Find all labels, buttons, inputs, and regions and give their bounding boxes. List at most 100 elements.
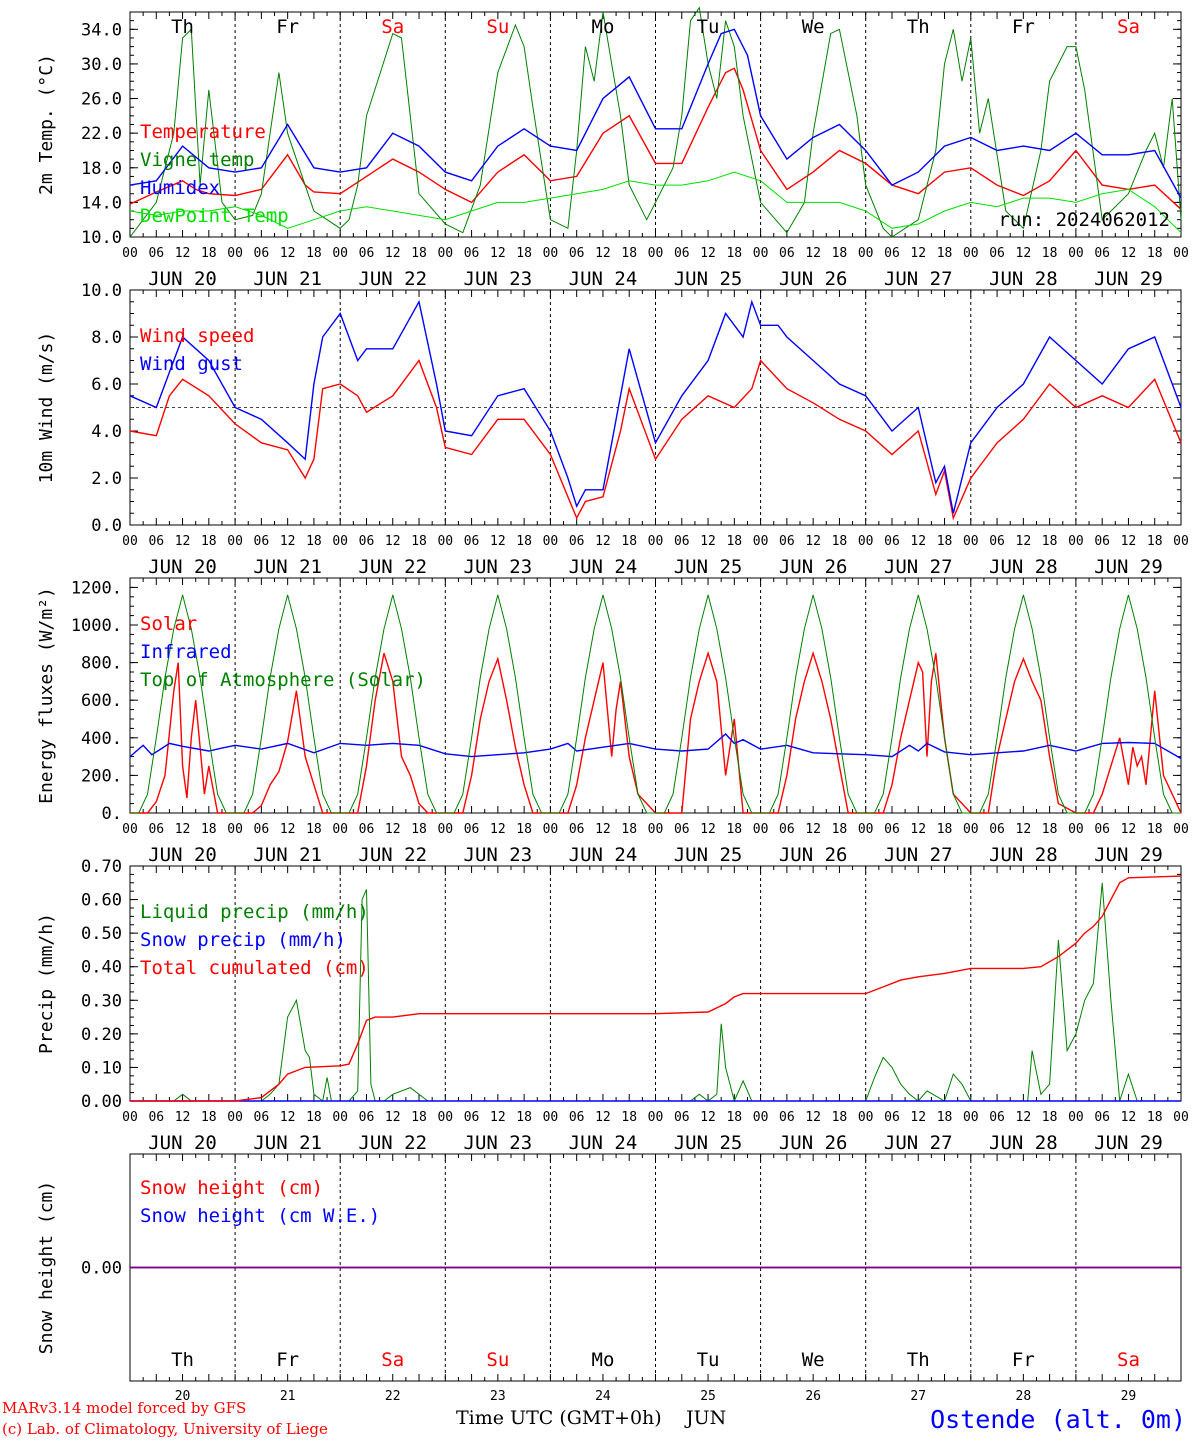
day-number-label: 28 [1016,1389,1032,1404]
hour-tick-label: 00 [543,534,559,549]
hour-tick-label: 00 [332,246,348,261]
day-of-week-label: Fr [276,1349,299,1371]
date-label: JUN 24 [569,556,638,578]
hour-tick-label: 12 [385,246,401,261]
y-tick-label: 0.00 [81,1259,122,1279]
hour-tick-label: 18 [411,246,427,261]
legend-entry: Snow precip (mm/h) [140,929,346,951]
y-tick-label: 6.0 [91,375,122,395]
legend-entry: Snow height (cm) [140,1177,323,1199]
hour-tick-label: 00 [858,534,874,549]
hour-tick-label: 12 [1016,534,1032,549]
hour-tick-label: 18 [832,822,848,837]
hour-tick-label: 06 [464,534,480,549]
hour-tick-label: 12 [385,1110,401,1125]
hour-tick-label: 18 [1147,534,1163,549]
hour-tick-label: 18 [832,246,848,261]
hour-tick-label: 18 [621,246,637,261]
y-axis-label: Precip (mm/h) [36,913,57,1054]
hour-tick-label: 00 [122,1110,138,1125]
date-label: JUN 23 [464,556,533,578]
hour-tick-label: 18 [726,822,742,837]
series-line-temperature [129,67,1182,210]
legend-entry: Temperature [140,121,266,143]
panels-group: 10.0 14.0 18.0 22.0 26.0 30.0 34.0 2m Temp. (°C… [36,6,1189,1404]
series-group [130,875,1182,1103]
series-line-solar [130,650,1182,814]
y-tick-label: 10.0 [81,281,122,301]
hour-tick-label: 00 [753,534,769,549]
hour-tick-label: 00 [753,1110,769,1125]
hour-tick-label: 00 [648,534,664,549]
series-line-liquid-precip-mm-h- [130,882,1181,1103]
hour-tick-label: 00 [227,822,243,837]
run-label: run: 2024062012 [998,209,1170,231]
legend-entry: Wind gust [140,353,243,375]
hour-tick-label: 00 [122,246,138,261]
series-line-total-cumulated-cm- [130,875,1182,1102]
date-label: JUN 22 [358,844,427,866]
hour-tick-label: 12 [1121,246,1137,261]
hour-tick-label: 18 [937,822,953,837]
date-label: JUN 20 [148,844,217,866]
y-tick-label: 0.20 [81,1025,122,1045]
hour-tick-label: 18 [201,246,217,261]
date-label: JUN 27 [884,556,953,578]
hour-tick-label: 12 [1016,246,1032,261]
date-label: JUN 24 [569,268,638,290]
y-tick-label: 1000. [71,616,122,636]
hour-tick-label: 18 [937,534,953,549]
hour-tick-label: 00 [1173,534,1189,549]
date-label: JUN 29 [1094,556,1163,578]
legend-entry: Total cumulated (cm) [140,957,369,979]
hour-tick-label: 12 [700,534,716,549]
hour-tick-label: 06 [254,534,270,549]
y-tick-label: 0.10 [81,1058,122,1078]
hour-tick-label: 00 [963,246,979,261]
y-tick-label: 0.0 [91,516,122,536]
hour-tick-label: 00 [227,246,243,261]
hour-tick-label: 12 [175,822,191,837]
hour-tick-label: 12 [910,534,926,549]
hour-tick-label: 00 [543,1110,559,1125]
hour-tick-label: 00 [437,534,453,549]
day-of-week-label: Th [907,16,930,38]
y-axis-label: Snow height (cm) [36,1181,57,1354]
hour-tick-label: 18 [937,1110,953,1125]
date-label: JUN 22 [358,268,427,290]
hour-tick-label: 00 [963,534,979,549]
y-axis-label: Energy fluxes (W/m²) [36,587,57,804]
y-tick-label: 4.0 [91,422,122,442]
hour-tick-label: 06 [464,246,480,261]
hour-tick-label: 00 [1173,822,1189,837]
hour-tick-label: 18 [937,246,953,261]
legend-entry: Wind speed [140,325,254,347]
y-tick-label: 30.0 [81,55,122,75]
hour-tick-label: 00 [1173,246,1189,261]
panel-4: 0.00 0.10 0.20 0.30 0.40 0.50 0.60 0.70 Precip (… [36,857,1189,1154]
hour-tick-label: 06 [884,534,900,549]
day-of-week-label: Th [171,16,194,38]
day-of-week-label: Fr [276,16,299,38]
hour-tick-label: 18 [516,1110,532,1125]
y-tick-label: 0.00 [81,1092,122,1112]
y-tick-label: 10.0 [81,228,122,248]
hour-tick-label: 06 [254,1110,270,1125]
hour-tick-label: 12 [175,1110,191,1125]
hour-tick-label: 18 [726,534,742,549]
legend-entry: Liquid precip (mm/h) [140,901,369,923]
date-label: JUN 23 [464,844,533,866]
hour-tick-label: 00 [1068,246,1084,261]
y-tick-label: 8.0 [91,328,122,348]
hour-tick-label: 06 [569,246,585,261]
date-label: JUN 27 [884,844,953,866]
hour-tick-label: 12 [1121,822,1137,837]
series-group [129,299,1182,521]
date-label: JUN 28 [989,1132,1058,1154]
y-tick-label: 600. [81,691,122,711]
hour-tick-label: 12 [175,246,191,261]
hour-tick-label: 18 [306,822,322,837]
date-label: JUN 22 [358,556,427,578]
date-label: JUN 23 [464,268,533,290]
hour-tick-label: 06 [148,822,164,837]
